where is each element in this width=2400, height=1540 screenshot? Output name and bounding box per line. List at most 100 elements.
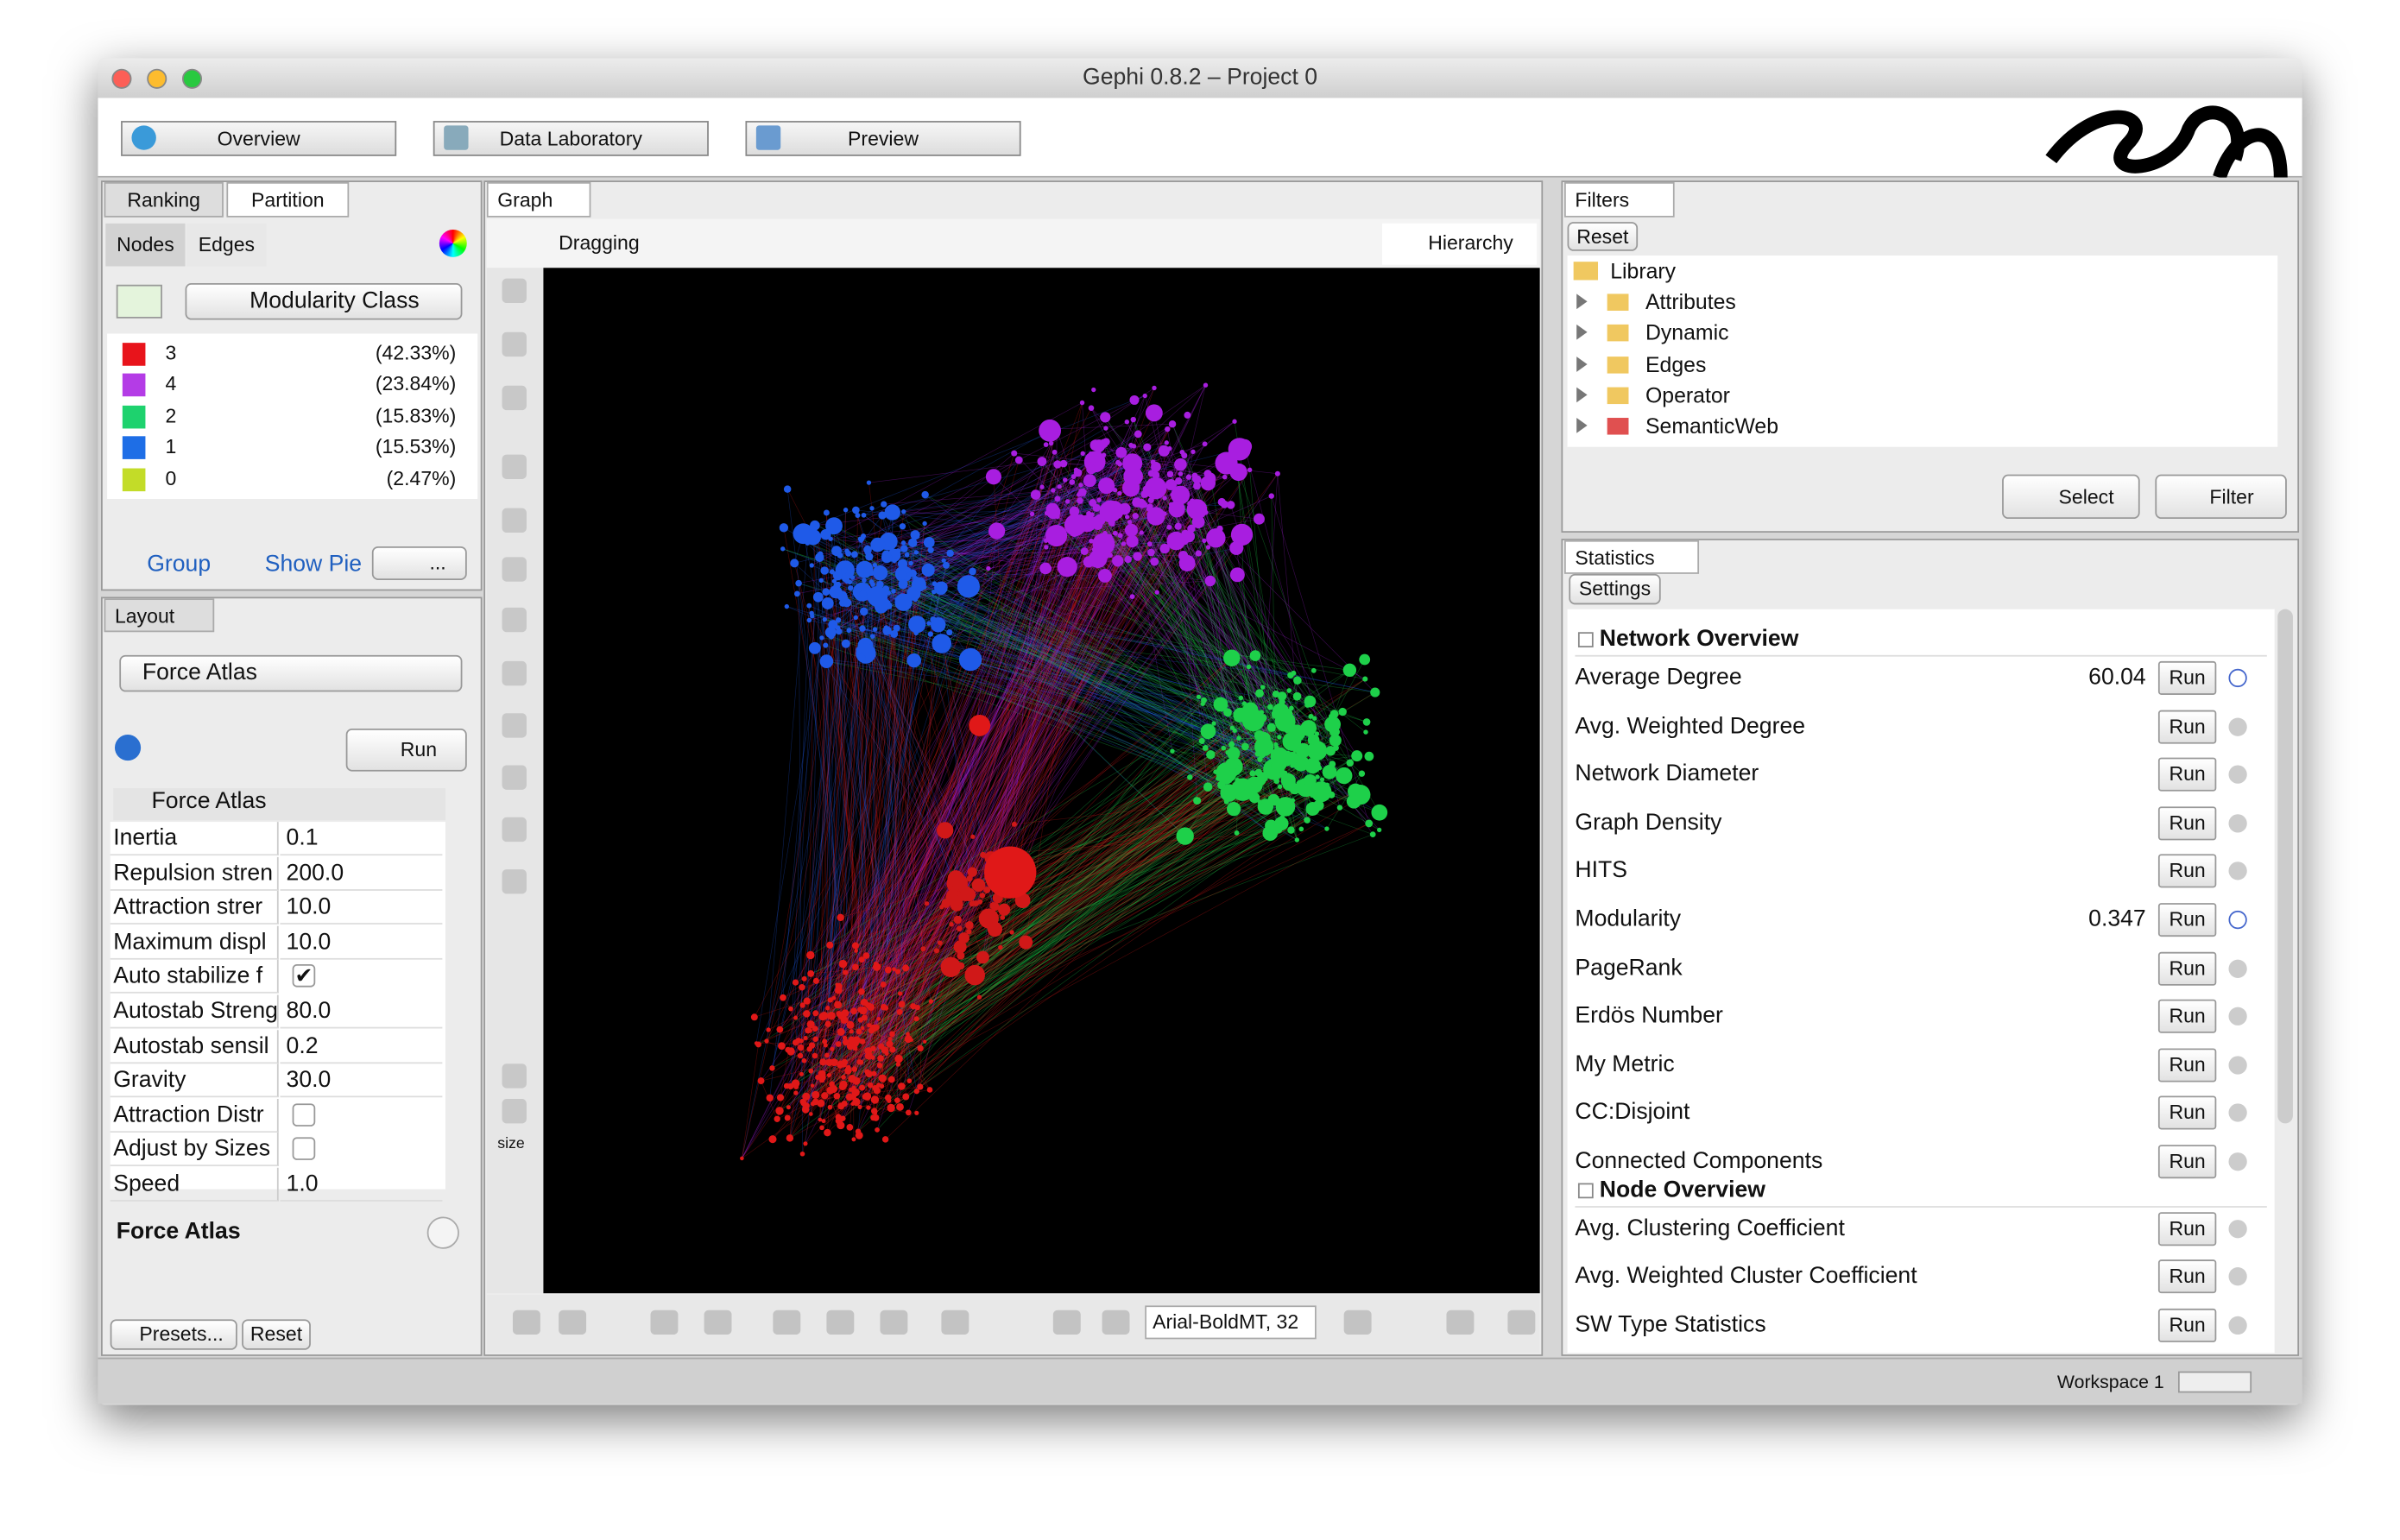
toolbar-icon[interactable]: [880, 1310, 908, 1335]
node[interactable]: [905, 1109, 912, 1116]
node[interactable]: [887, 1036, 893, 1042]
collapse-icon[interactable]: [1577, 1182, 1594, 1198]
node[interactable]: [833, 1092, 841, 1100]
node[interactable]: [1108, 519, 1115, 527]
node[interactable]: [881, 501, 887, 508]
node[interactable]: [928, 999, 934, 1004]
window-button[interactable]: [111, 68, 132, 89]
node[interactable]: [873, 962, 881, 971]
node[interactable]: [754, 1041, 759, 1045]
node[interactable]: [1228, 742, 1235, 748]
show-pie-link[interactable]: Show Pie: [264, 551, 362, 578]
node[interactable]: [1099, 439, 1108, 448]
node[interactable]: [1277, 735, 1282, 740]
reset-button[interactable]: Reset: [242, 1319, 311, 1350]
node[interactable]: [1166, 524, 1172, 530]
node[interactable]: [870, 1114, 877, 1121]
node[interactable]: [805, 540, 811, 546]
node[interactable]: [836, 1010, 843, 1018]
node[interactable]: [1216, 525, 1223, 533]
node[interactable]: [969, 567, 976, 576]
node[interactable]: [1184, 411, 1191, 419]
node[interactable]: [1206, 528, 1226, 548]
node[interactable]: [776, 1026, 784, 1033]
node[interactable]: [827, 1012, 836, 1020]
filter-category[interactable]: Dynamic: [1645, 320, 1729, 345]
node[interactable]: [1143, 443, 1152, 451]
node[interactable]: [1227, 747, 1241, 761]
node[interactable]: [875, 1127, 880, 1133]
graph-canvas[interactable]: [543, 268, 1540, 1294]
node[interactable]: [806, 617, 812, 623]
node[interactable]: [1254, 513, 1265, 525]
node[interactable]: [898, 570, 906, 578]
property-value[interactable]: 30.0: [280, 1064, 443, 1098]
node[interactable]: [1170, 748, 1175, 754]
node[interactable]: [864, 1069, 870, 1075]
node[interactable]: [784, 1114, 791, 1121]
node[interactable]: [894, 969, 901, 975]
node[interactable]: [1139, 530, 1144, 535]
node[interactable]: [894, 593, 913, 611]
run-button[interactable]: Run: [2157, 806, 2217, 841]
node[interactable]: [956, 891, 962, 896]
node[interactable]: [851, 1066, 858, 1072]
node[interactable]: [1229, 567, 1245, 583]
node[interactable]: [926, 621, 932, 626]
node[interactable]: [1223, 798, 1229, 805]
node[interactable]: [1121, 541, 1127, 546]
node[interactable]: [924, 901, 930, 906]
property-value[interactable]: 10.0: [280, 891, 443, 925]
node[interactable]: [842, 594, 849, 601]
node[interactable]: [857, 1017, 864, 1023]
node[interactable]: [876, 1063, 883, 1069]
node[interactable]: [967, 867, 977, 877]
node[interactable]: [867, 1082, 874, 1089]
node[interactable]: [941, 899, 951, 908]
node[interactable]: [1215, 451, 1238, 475]
node[interactable]: [1289, 805, 1294, 811]
node[interactable]: [859, 1038, 866, 1045]
node[interactable]: [824, 1020, 831, 1027]
node[interactable]: [876, 1016, 881, 1021]
node[interactable]: [902, 1093, 910, 1101]
node[interactable]: [1191, 515, 1205, 529]
node[interactable]: [1204, 575, 1216, 587]
node[interactable]: [834, 1000, 842, 1009]
node[interactable]: [846, 1124, 854, 1131]
node[interactable]: [1100, 412, 1111, 423]
run-button[interactable]: Run: [2157, 1048, 2217, 1082]
node[interactable]: [1358, 770, 1366, 777]
node[interactable]: [1304, 757, 1321, 774]
node[interactable]: [991, 902, 1000, 912]
node[interactable]: [766, 1027, 771, 1032]
node[interactable]: [1011, 821, 1017, 827]
node[interactable]: [1287, 826, 1295, 834]
node[interactable]: [1103, 426, 1108, 431]
node[interactable]: [1117, 461, 1123, 467]
node[interactable]: [984, 846, 1037, 899]
node[interactable]: [750, 1013, 758, 1021]
node[interactable]: [1259, 751, 1266, 759]
node[interactable]: [825, 1058, 833, 1066]
node[interactable]: [914, 1004, 920, 1011]
node[interactable]: [1130, 416, 1136, 423]
node[interactable]: [757, 1077, 765, 1085]
node[interactable]: [1092, 515, 1101, 524]
node[interactable]: [820, 1075, 824, 1080]
node[interactable]: [812, 1036, 818, 1042]
node[interactable]: [867, 585, 888, 607]
node[interactable]: [844, 1067, 852, 1075]
node[interactable]: [795, 1038, 802, 1044]
node[interactable]: [884, 1094, 892, 1101]
node[interactable]: [1088, 405, 1095, 411]
node[interactable]: [841, 639, 850, 648]
node[interactable]: [841, 1100, 848, 1108]
node[interactable]: [1328, 713, 1334, 719]
node[interactable]: [983, 887, 991, 893]
node[interactable]: [1057, 557, 1077, 578]
node[interactable]: [842, 1038, 849, 1046]
node[interactable]: [1311, 667, 1317, 673]
node[interactable]: [808, 1112, 813, 1116]
node[interactable]: [872, 627, 878, 632]
